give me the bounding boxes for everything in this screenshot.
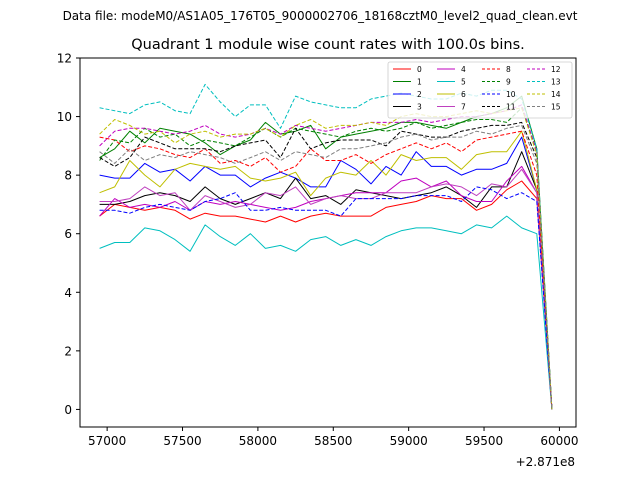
series-line-6	[99, 130, 553, 410]
x-tick-label: 59500	[465, 434, 503, 448]
data-file-label: Data file: modeM0/AS1A05_176T05_90000027…	[63, 9, 578, 23]
y-tick-label: 2	[64, 344, 72, 358]
legend-label-12: 12	[551, 65, 561, 74]
series-line-5	[99, 215, 553, 410]
x-tick-label: 58500	[314, 434, 352, 448]
series-line-12	[99, 104, 553, 410]
series-line-11	[99, 121, 553, 410]
axes-frame	[79, 57, 577, 428]
y-tick-label: 6	[64, 227, 72, 241]
legend-label-7: 7	[461, 103, 466, 112]
legend-label-4: 4	[461, 65, 466, 74]
x-axis: 57000 57500 58000 58500 59000 59500 60000	[88, 427, 579, 448]
legend-label-3: 3	[417, 103, 422, 112]
legend-label-11: 11	[506, 103, 516, 112]
legend-label-13: 13	[551, 78, 561, 87]
x-tick-label: 58000	[239, 434, 277, 448]
series-line-7	[99, 168, 553, 410]
legend-frame	[387, 61, 573, 119]
series-line-3	[99, 151, 553, 410]
legend-label-15: 15	[551, 103, 561, 112]
series-line-10	[99, 186, 553, 410]
legend-label-2: 2	[417, 90, 422, 99]
series-line-0	[99, 180, 553, 410]
y-tick-label: 8	[64, 169, 72, 183]
chart-title: Quadrant 1 module wise count rates with …	[131, 37, 525, 53]
x-tick-label: 57000	[88, 434, 126, 448]
y-tick-label: 10	[57, 110, 72, 124]
y-tick-label: 12	[57, 52, 72, 66]
series-layer	[99, 83, 553, 410]
y-tick-label: 0	[64, 403, 72, 417]
series-line-15	[99, 124, 553, 410]
legend-label-5: 5	[461, 78, 466, 87]
legend-label-0: 0	[417, 65, 422, 74]
y-tick-label: 4	[64, 286, 72, 300]
legend-label-14: 14	[551, 90, 561, 99]
x-offset-text: +2.871e8	[516, 455, 575, 469]
legend-label-10: 10	[506, 90, 516, 99]
plot-area: 57000 57500 58000 58500 59000 59500 60000 0 2 4 6…	[57, 52, 579, 470]
legend-label-1: 1	[417, 78, 422, 87]
series-line-8	[99, 130, 553, 410]
legend-label-8: 8	[506, 65, 511, 74]
x-tick-label: 57500	[163, 434, 201, 448]
x-tick-label: 60000	[540, 434, 578, 448]
series-line-9	[99, 107, 553, 410]
legend-label-6: 6	[461, 90, 466, 99]
y-axis: 0 2 4 6 8 10 12	[57, 52, 80, 417]
legend-label-9: 9	[506, 78, 511, 87]
x-tick-label: 59000	[390, 434, 428, 448]
